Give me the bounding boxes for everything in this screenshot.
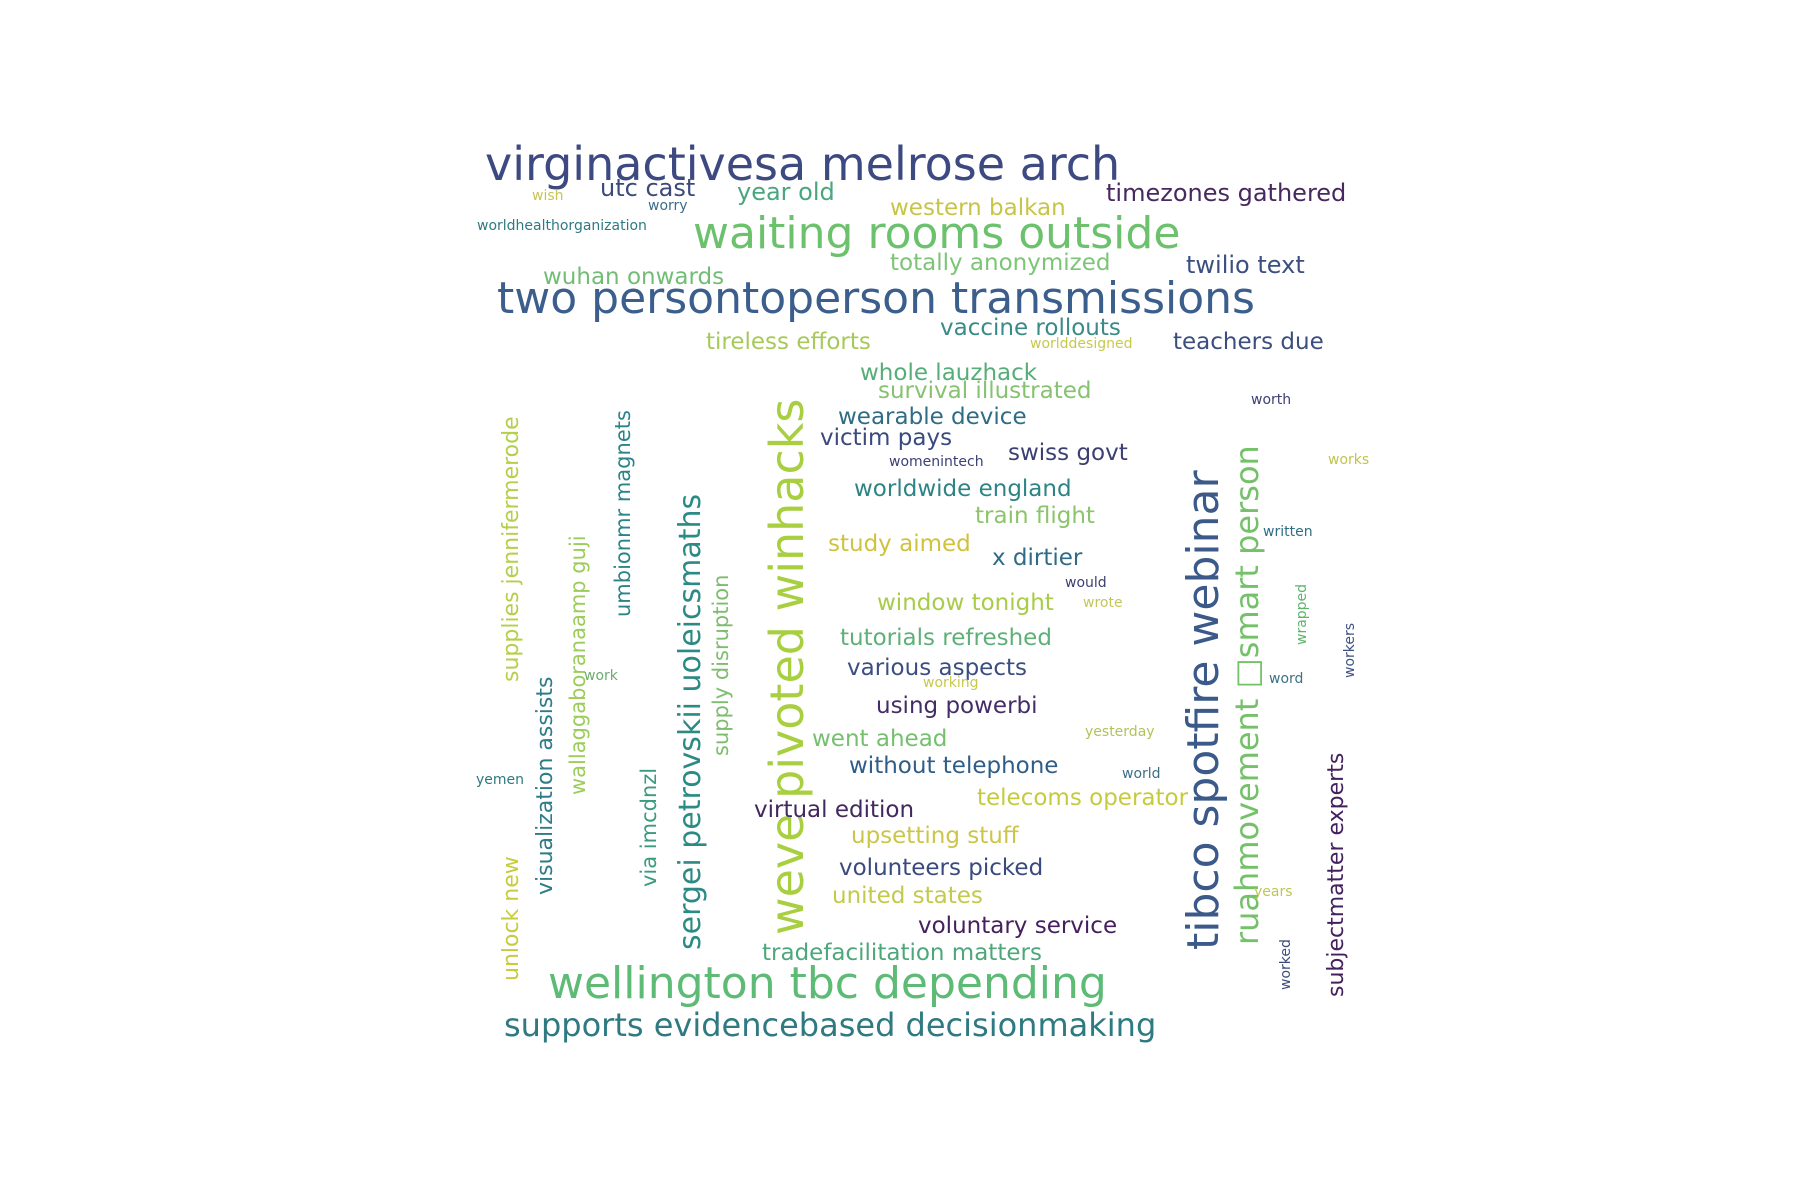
word: whole lauzhack: [860, 360, 1038, 386]
word: worry: [648, 198, 688, 214]
word: working: [923, 675, 979, 691]
word: window tonight: [877, 590, 1054, 616]
word: wallaggaboranaamp guji: [566, 535, 590, 795]
word: worth: [1251, 392, 1291, 408]
word: wrote: [1083, 595, 1123, 611]
word: swiss govt: [1008, 440, 1128, 466]
word: supplies jennifermerode: [499, 416, 524, 682]
word: word: [1269, 671, 1303, 687]
word: work: [584, 668, 619, 684]
word: various aspects: [847, 655, 1027, 681]
word: teachers due: [1173, 329, 1324, 355]
word: waiting rooms outside: [693, 208, 1180, 259]
word: year old: [737, 178, 835, 206]
word: survival illustrated: [878, 378, 1092, 404]
word: united states: [832, 883, 983, 909]
word: visualization assists: [533, 677, 558, 895]
word: volunteers picked: [839, 855, 1043, 881]
word: written: [1263, 524, 1313, 540]
word: world: [1122, 766, 1161, 782]
word: works: [1328, 452, 1369, 468]
word: without telephone: [849, 753, 1058, 779]
word: via imcdnzl: [637, 768, 661, 887]
word: wellington tbc depending: [548, 958, 1107, 1009]
word: vaccine rollouts: [940, 315, 1121, 341]
word: tradefacilitation matters: [762, 940, 1042, 966]
word: western balkan: [890, 195, 1066, 221]
word: workers: [1342, 623, 1358, 678]
word: victim pays: [820, 425, 952, 451]
word: ruahmovement □smart person: [1228, 445, 1266, 945]
word: wuhan onwards: [543, 264, 724, 290]
word: worldhealthorganization: [477, 218, 647, 234]
word: subjectmatter experts: [1324, 753, 1349, 997]
word: twilio text: [1186, 251, 1305, 279]
word: went ahead: [812, 726, 947, 752]
word: worldwide england: [854, 476, 1072, 502]
word: virginactivesa melrose arch: [485, 137, 1120, 191]
word: supports evidencebased decisionmaking: [504, 1006, 1156, 1044]
word: wish: [532, 188, 564, 204]
word: tutorials refreshed: [840, 625, 1052, 651]
word: wrapped: [1294, 584, 1310, 645]
word: years: [1254, 884, 1293, 900]
word: utc cast: [600, 174, 695, 202]
word: would: [1065, 575, 1107, 591]
word: worked: [1278, 939, 1294, 990]
word: virtual edition: [754, 797, 914, 823]
word: timezones gathered: [1106, 179, 1346, 207]
word: yesterday: [1085, 724, 1155, 740]
word: two persontoperson transmissions: [497, 273, 1255, 324]
word: yemen: [476, 772, 524, 788]
word: train flight: [975, 503, 1095, 529]
word: telecoms operator: [977, 785, 1189, 811]
word: umbionmr magnets: [611, 410, 635, 617]
word: womenintech: [889, 454, 984, 470]
word: voluntary service: [918, 913, 1117, 939]
word: study aimed: [828, 531, 971, 557]
word: tibco spotfire webinar: [1178, 470, 1229, 950]
word: upsetting stuff: [851, 823, 1020, 849]
word: supply disruption: [709, 575, 733, 756]
word: wearable device: [838, 404, 1027, 430]
word: sergei petrovskii uoleicsmaths: [673, 494, 708, 950]
word: totally anonymized: [890, 250, 1110, 276]
word: tireless efforts: [706, 329, 871, 355]
word: worlddesigned: [1030, 336, 1133, 352]
word: weve pivoted winhacks: [760, 399, 814, 935]
word: x dirtier: [992, 545, 1083, 571]
word: using powerbi: [876, 693, 1038, 719]
word: unlock new: [499, 856, 524, 981]
